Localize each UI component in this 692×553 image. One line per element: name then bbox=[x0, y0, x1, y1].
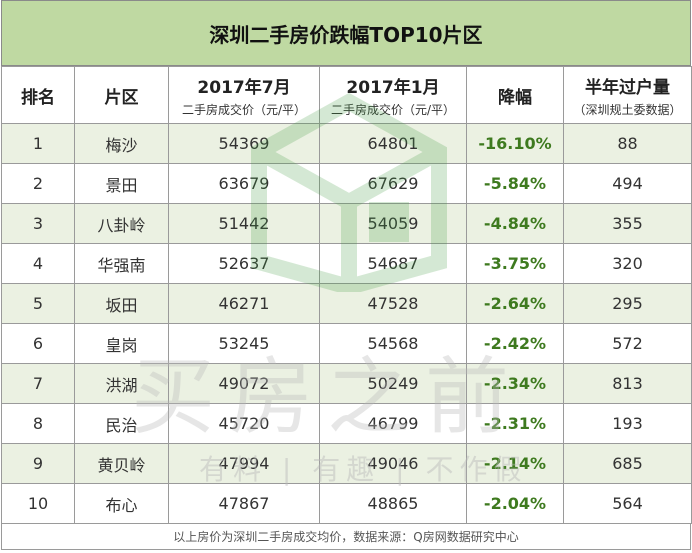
cell-volume: 88 bbox=[563, 123, 692, 164]
source-note: 以上房价为深圳二手房成交均价，数据来源：Q房网数据研究中心 bbox=[1, 524, 691, 550]
cell-jan-price: 46799 bbox=[319, 403, 467, 444]
cell-district: 皇岗 bbox=[74, 323, 169, 364]
cell-jul-price: 63679 bbox=[168, 163, 320, 204]
header-drop: 降幅 bbox=[466, 66, 564, 124]
cell-drop: -3.75% bbox=[466, 243, 564, 284]
cell-rank: 10 bbox=[1, 483, 75, 524]
header-jan: 2017年1月 二手房成交价（元/平） bbox=[319, 66, 467, 124]
table-row: 3 八卦岭 51442 54059 -4.84% 355 bbox=[1, 203, 692, 244]
header-jul: 2017年7月 二手房成交价（元/平） bbox=[168, 66, 320, 124]
header-volume-sub: （深圳规土委数据） bbox=[573, 102, 682, 117]
header-volume: 半年过户量 （深圳规土委数据） bbox=[563, 66, 692, 124]
header-jul-sub: 二手房成交价（元/平） bbox=[181, 102, 307, 117]
table-row: 2 景田 63679 67629 -5.84% 494 bbox=[1, 163, 692, 204]
cell-jul-price: 53245 bbox=[168, 323, 320, 364]
cell-district: 八卦岭 bbox=[74, 203, 169, 244]
cell-rank: 6 bbox=[1, 323, 75, 364]
cell-district: 民治 bbox=[74, 403, 169, 444]
header-jan-label: 2017年1月 bbox=[346, 77, 440, 98]
cell-jul-price: 47867 bbox=[168, 483, 320, 524]
header-rank: 排名 bbox=[1, 66, 75, 124]
cell-volume: 295 bbox=[563, 283, 692, 324]
table-row: 8 民治 45720 46799 -2.31% 193 bbox=[1, 403, 692, 444]
cell-volume: 355 bbox=[563, 203, 692, 244]
cell-jul-price: 49072 bbox=[168, 363, 320, 404]
cell-jul-price: 46271 bbox=[168, 283, 320, 324]
cell-volume: 572 bbox=[563, 323, 692, 364]
cell-rank: 8 bbox=[1, 403, 75, 444]
table-row: 5 坂田 46271 47528 -2.64% 295 bbox=[1, 283, 692, 324]
cell-drop: -2.42% bbox=[466, 323, 564, 364]
cell-jan-price: 47528 bbox=[319, 283, 467, 324]
cell-jan-price: 64801 bbox=[319, 123, 467, 164]
cell-jan-price: 49046 bbox=[319, 443, 467, 484]
cell-volume: 494 bbox=[563, 163, 692, 204]
cell-rank: 2 bbox=[1, 163, 75, 204]
cell-volume: 813 bbox=[563, 363, 692, 404]
cell-district: 洪湖 bbox=[74, 363, 169, 404]
cell-volume: 685 bbox=[563, 443, 692, 484]
cell-rank: 4 bbox=[1, 243, 75, 284]
cell-district: 景田 bbox=[74, 163, 169, 204]
cell-rank: 9 bbox=[1, 443, 75, 484]
cell-jan-price: 54059 bbox=[319, 203, 467, 244]
cell-jul-price: 45720 bbox=[168, 403, 320, 444]
cell-rank: 7 bbox=[1, 363, 75, 404]
cell-drop: -2.04% bbox=[466, 483, 564, 524]
cell-rank: 5 bbox=[1, 283, 75, 324]
header-row: 排名 片区 2017年7月 二手房成交价（元/平） 2017年1月 二手房成交价… bbox=[1, 66, 692, 124]
cell-district: 黄贝岭 bbox=[74, 443, 169, 484]
cell-drop: -2.31% bbox=[466, 403, 564, 444]
cell-rank: 1 bbox=[1, 123, 75, 164]
cell-volume: 193 bbox=[563, 403, 692, 444]
table-row: 1 梅沙 54369 64801 -16.10% 88 bbox=[1, 123, 692, 164]
table-row: 9 黄贝岭 47994 49046 -2.14% 685 bbox=[1, 443, 692, 484]
header-jan-sub: 二手房成交价（元/平） bbox=[330, 102, 456, 117]
cell-jan-price: 50249 bbox=[319, 363, 467, 404]
ranking-table: 排名 片区 2017年7月 二手房成交价（元/平） 2017年1月 二手房成交价… bbox=[1, 66, 692, 524]
cell-drop: -2.14% bbox=[466, 443, 564, 484]
cell-volume: 564 bbox=[563, 483, 692, 524]
table-row: 7 洪湖 49072 50249 -2.34% 813 bbox=[1, 363, 692, 404]
header-volume-label: 半年过户量 bbox=[585, 77, 670, 98]
cell-drop: -2.34% bbox=[466, 363, 564, 404]
cell-drop: -4.84% bbox=[466, 203, 564, 244]
cell-drop: -2.64% bbox=[466, 283, 564, 324]
header-jul-label: 2017年7月 bbox=[197, 77, 291, 98]
table-title: 深圳二手房价跌幅TOP10片区 bbox=[1, 0, 691, 66]
table-row: 6 皇岗 53245 54568 -2.42% 572 bbox=[1, 323, 692, 364]
cell-jan-price: 54568 bbox=[319, 323, 467, 364]
cell-jan-price: 54687 bbox=[319, 243, 467, 284]
cell-jul-price: 51442 bbox=[168, 203, 320, 244]
cell-district: 布心 bbox=[74, 483, 169, 524]
cell-jul-price: 52637 bbox=[168, 243, 320, 284]
cell-drop: -5.84% bbox=[466, 163, 564, 204]
cell-jan-price: 48865 bbox=[319, 483, 467, 524]
cell-volume: 320 bbox=[563, 243, 692, 284]
cell-jul-price: 54369 bbox=[168, 123, 320, 164]
cell-drop: -16.10% bbox=[466, 123, 564, 164]
cell-jan-price: 67629 bbox=[319, 163, 467, 204]
cell-district: 坂田 bbox=[74, 283, 169, 324]
header-district: 片区 bbox=[74, 66, 169, 124]
table-row: 4 华强南 52637 54687 -3.75% 320 bbox=[1, 243, 692, 284]
cell-district: 华强南 bbox=[74, 243, 169, 284]
cell-district: 梅沙 bbox=[74, 123, 169, 164]
cell-jul-price: 47994 bbox=[168, 443, 320, 484]
cell-rank: 3 bbox=[1, 203, 75, 244]
table-row: 10 布心 47867 48865 -2.04% 564 bbox=[1, 483, 692, 524]
